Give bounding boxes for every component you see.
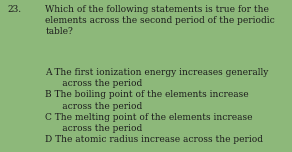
Text: C The melting point of the elements increase
      across the period: C The melting point of the elements incr… bbox=[45, 113, 253, 133]
Text: B The boiling point of the elements increase
      across the period: B The boiling point of the elements incr… bbox=[45, 90, 249, 111]
Text: Which of the following statements is true for the
elements across the second per: Which of the following statements is tru… bbox=[45, 5, 275, 36]
Text: A The first ionization energy increases generally
      across the period: A The first ionization energy increases … bbox=[45, 68, 269, 88]
Text: D The atomic radius increase across the period: D The atomic radius increase across the … bbox=[45, 135, 263, 144]
Text: 23.: 23. bbox=[7, 5, 21, 14]
